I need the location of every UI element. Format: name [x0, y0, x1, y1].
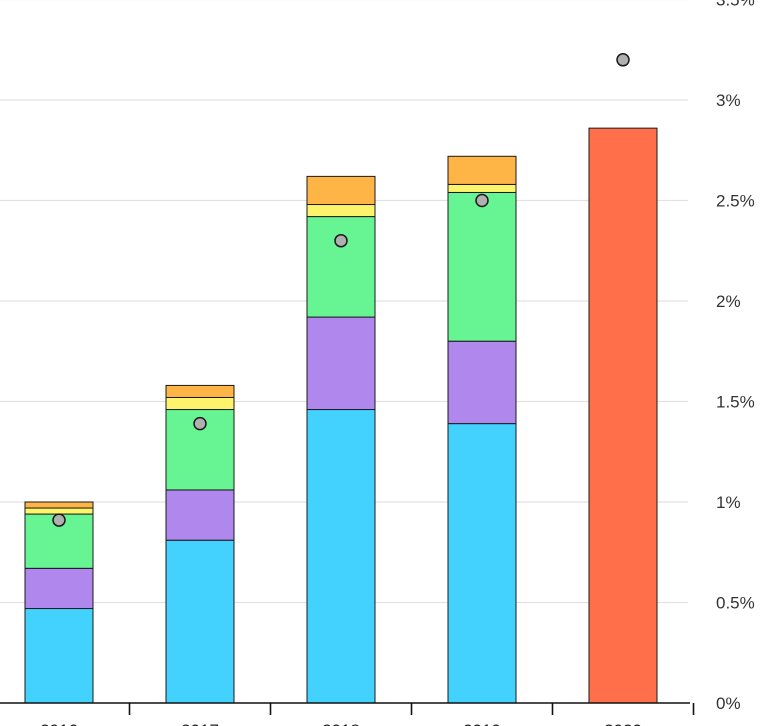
marker-points: [52, 53, 630, 527]
bar-segment: [447, 191, 517, 342]
x-tick-label: 2019: [463, 721, 501, 726]
bar-segment: [24, 608, 94, 704]
bar-segment: [165, 384, 235, 398]
bar-segment: [447, 183, 517, 193]
y-tick-label: 1%: [716, 493, 741, 512]
bar-segment: [306, 409, 376, 704]
bar-segment: [306, 316, 376, 411]
marker-dot: [193, 416, 207, 431]
y-tick-label: 0.5%: [716, 594, 755, 613]
bar-segment: [588, 127, 658, 704]
y-tick-label: 3.5%: [716, 0, 755, 10]
marker-dot: [616, 53, 630, 67]
y-tick-label: 2%: [716, 292, 741, 311]
y-tick-label: 0%: [716, 694, 741, 713]
y-tick-label: 2.5%: [716, 192, 755, 211]
bar-segment: [306, 204, 376, 218]
bar-segment: [447, 155, 517, 185]
bar-segment: [24, 507, 94, 515]
bar-stacks: [24, 127, 658, 704]
bar-segment: [447, 423, 517, 704]
y-tick-label: 3%: [716, 91, 741, 110]
bar-segment: [306, 216, 376, 318]
marker-dot: [334, 233, 348, 248]
bar-segment: [306, 175, 376, 206]
marker-dot: [475, 193, 489, 208]
marker-dot: [52, 513, 66, 527]
x-axis-tick-labels: 2016 2017 2018 2019 2020: [40, 721, 642, 726]
bar-segment: [24, 567, 94, 610]
y-tick-label: 1.5%: [716, 393, 755, 412]
bar-segment: [24, 501, 94, 509]
x-tick-label: 2020: [604, 721, 642, 726]
bar-segment: [165, 489, 235, 541]
bar-segment: [447, 340, 517, 425]
x-tick-label: 2017: [181, 721, 219, 726]
x-axis: [0, 702, 695, 715]
bar-segment: [165, 539, 235, 704]
bar-segment: [165, 396, 235, 411]
y-axis-tick-labels: 0% 0.5% 1% 1.5% 2% 2.5% 3% 3.5%: [716, 0, 755, 713]
x-tick-label: 2018: [322, 721, 360, 726]
x-tick-label: 2016: [40, 721, 78, 726]
